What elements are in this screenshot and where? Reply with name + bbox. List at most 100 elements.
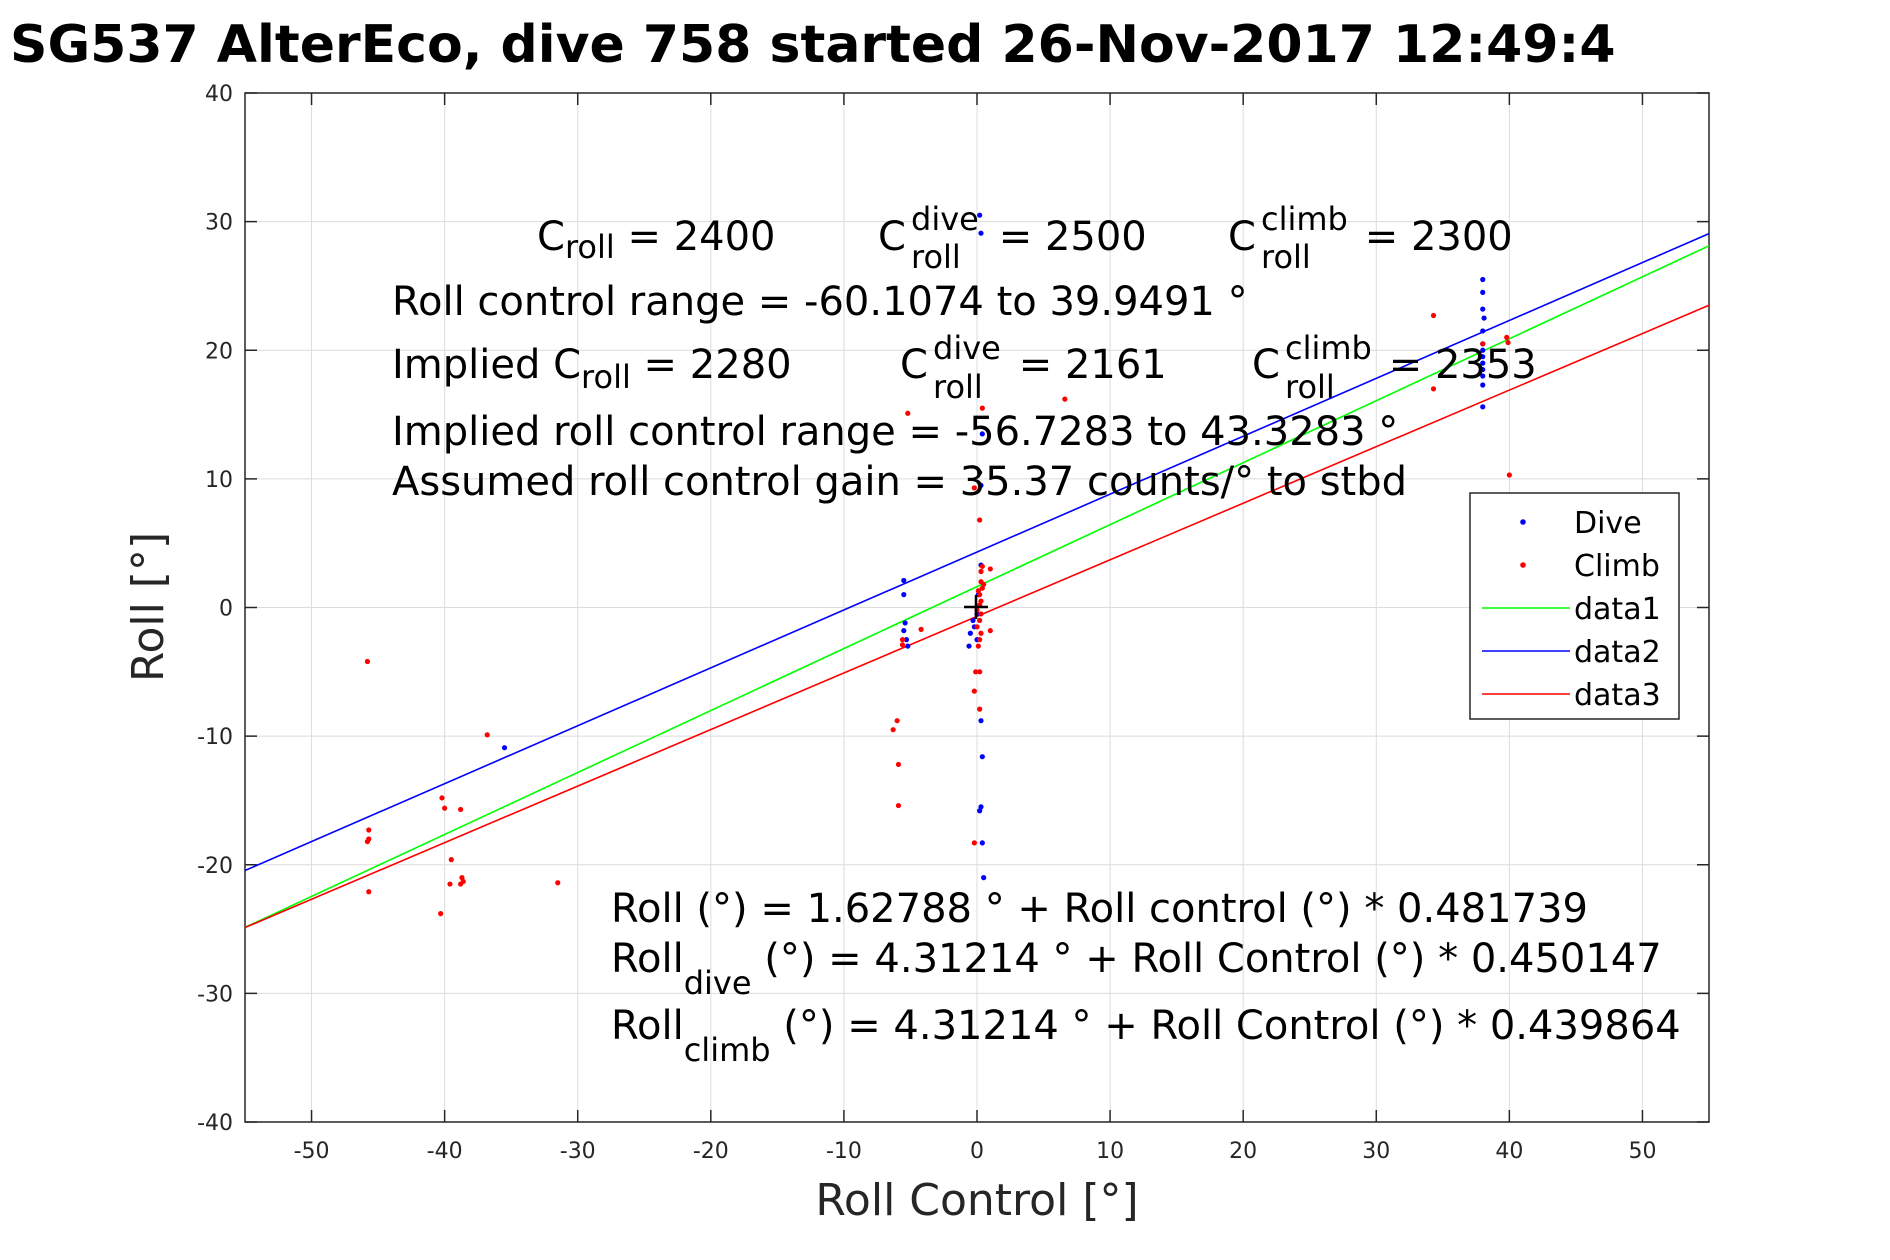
annotation-implied-range: Implied roll control range = -56.7283 to… — [392, 409, 1398, 455]
point-dive — [967, 630, 973, 636]
x-tick-label: -50 — [294, 1139, 330, 1164]
point-dive — [501, 745, 508, 751]
point-climb — [977, 637, 983, 643]
legend-items: Dive Climb data1 data2 data3 — [1482, 506, 1661, 713]
point-climb — [890, 727, 896, 733]
plot-area — [244, 212, 1710, 929]
legend: Dive Climb data1 data2 data3 — [1469, 492, 1680, 720]
x-tick-label: -30 — [560, 1139, 596, 1164]
y-tick-label: -20 — [197, 854, 233, 879]
origin-marker — [964, 595, 988, 619]
series-line-data1 — [244, 245, 1710, 929]
legend-label: data3 — [1574, 678, 1661, 713]
point-climb — [1430, 386, 1437, 392]
point-dive — [1480, 276, 1486, 283]
point-dive — [977, 808, 983, 814]
y-tick-label: -40 — [197, 1111, 233, 1136]
point-dive — [905, 643, 911, 649]
point-climb — [364, 838, 371, 845]
point-dive — [978, 482, 984, 488]
legend-label: data2 — [1574, 635, 1661, 670]
point-dive — [979, 431, 985, 437]
point-climb — [1505, 339, 1511, 346]
legend-label: Climb — [1574, 549, 1660, 584]
x-axis-label: Roll Control [°] — [815, 1175, 1138, 1226]
point-dive — [1480, 347, 1486, 353]
point-dive — [901, 592, 907, 598]
point-dive — [978, 230, 984, 236]
point-climb — [366, 827, 372, 833]
point-dive — [1481, 315, 1487, 321]
point-dive — [970, 617, 976, 623]
point-climb — [977, 706, 983, 712]
annotation-fit-climb: Rollclimb (°) = 4.31214 ° + Roll Control… — [611, 1003, 1681, 1069]
annotation-c-roll: Croll = 2400 — [537, 214, 776, 266]
point-dive — [901, 577, 907, 584]
axis-ticks — [245, 92, 1709, 1123]
point-dive — [1480, 328, 1486, 334]
y-axis-label: Roll [°] — [123, 532, 174, 682]
point-climb — [979, 405, 985, 411]
point-climb — [977, 669, 983, 675]
annotation-fits: Roll (°) = 1.62788 ° + Roll control (°) … — [611, 886, 1681, 1069]
y-tick-label: 30 — [205, 211, 233, 236]
point-dive — [1480, 373, 1486, 379]
y-tick-label: 0 — [219, 597, 233, 622]
x-tick-label: -20 — [693, 1139, 729, 1164]
y-tick-label: -10 — [197, 725, 233, 750]
point-climb — [978, 630, 984, 636]
point-climb — [1480, 341, 1486, 347]
point-climb — [978, 568, 984, 575]
point-dive — [903, 637, 910, 643]
point-dive — [901, 628, 907, 634]
chart-title: SG537 AlterEco, dive 758 started 26-Nov-… — [10, 15, 1616, 75]
y-tick-label: -30 — [197, 982, 233, 1007]
point-climb — [974, 624, 980, 630]
annotation-fit-all: Roll (°) = 1.62788 ° + Roll control (°) … — [611, 886, 1588, 932]
x-tick-labels: -50 -40 -30 -20 -10 0 10 20 30 40 50 — [294, 1139, 1657, 1164]
legend-marker-climb — [1520, 562, 1526, 568]
point-climb — [905, 410, 911, 416]
point-dive — [977, 469, 983, 476]
point-climb — [978, 611, 984, 617]
point-dive — [902, 620, 908, 626]
series-line-data2 — [244, 232, 1710, 872]
point-climb — [979, 585, 985, 591]
point-climb — [1504, 334, 1510, 340]
point-climb — [1506, 472, 1512, 478]
point-climb — [918, 626, 924, 632]
point-dive — [1480, 382, 1486, 388]
point-climb — [971, 485, 977, 491]
point-climb — [439, 795, 445, 801]
x-tick-label: -40 — [427, 1139, 463, 1164]
point-climb — [979, 563, 985, 569]
point-dive — [978, 718, 984, 724]
point-dive — [981, 875, 987, 881]
point-climb — [1062, 396, 1068, 402]
x-tick-label: 0 — [970, 1139, 984, 1164]
point-dive — [1480, 366, 1486, 373]
x-tick-label: 30 — [1362, 1139, 1390, 1164]
point-climb — [895, 761, 902, 768]
point-climb — [364, 658, 371, 665]
legend-label: Dive — [1574, 506, 1642, 541]
legend-marker-dive — [1520, 519, 1526, 525]
point-climb — [484, 732, 490, 738]
point-climb — [458, 881, 464, 887]
point-dive — [979, 754, 985, 760]
point-climb — [977, 592, 983, 598]
point-climb — [899, 642, 906, 648]
point-dive — [1480, 354, 1486, 360]
y-tick-label: 40 — [205, 82, 233, 107]
grid — [245, 93, 1709, 1122]
annotation-gain: Assumed roll control gain = 35.37 counts… — [392, 459, 1407, 505]
point-climb — [971, 688, 977, 694]
point-climb — [458, 806, 464, 813]
point-climb — [447, 881, 453, 887]
x-tick-label: 10 — [1096, 1139, 1124, 1164]
y-tick-label: 20 — [205, 339, 233, 364]
